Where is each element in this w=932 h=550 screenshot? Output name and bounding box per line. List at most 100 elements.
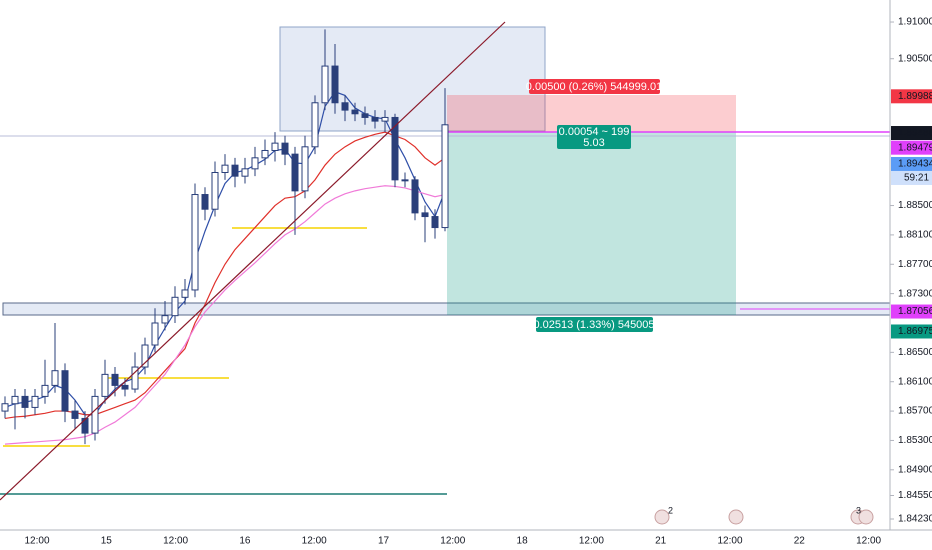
plot: [1, 29, 449, 445]
target-label: 0.00500 (0.26%) 544999.01: [526, 81, 662, 93]
candle-body: [171, 296, 179, 317]
candle-body: [131, 366, 139, 390]
candle-body: [1, 403, 9, 412]
candle-body: [381, 116, 389, 122]
candle-body: [271, 142, 279, 151]
candle-body: [161, 315, 169, 324]
candle-body: [151, 322, 159, 346]
stop-label-bg: [536, 317, 653, 332]
x-tick-label: 15: [101, 536, 113, 547]
y-tick-label: 1.86500: [898, 347, 932, 358]
y-tick-label: 1.90500: [898, 53, 932, 64]
candle-body: [281, 142, 289, 155]
candle-body: [301, 146, 309, 192]
y-tick-label: 1.88100: [898, 230, 932, 241]
candle-body: [241, 168, 249, 177]
candle-body: [321, 65, 329, 104]
x-tick-label: 12:00: [717, 536, 742, 547]
candle-body: [111, 373, 119, 386]
price-badge: [891, 304, 932, 319]
price-badge: [891, 324, 932, 339]
candle-body: [31, 395, 39, 408]
price-badge-label: 1.89479: [898, 142, 932, 153]
price-badge-label: 1.89988: [898, 91, 932, 102]
entry-label: 0.00054 ~ 199: [559, 126, 630, 138]
event-count: 3: [856, 505, 861, 515]
x-tick-label: 12:00: [24, 536, 49, 547]
candle-body: [81, 417, 89, 434]
x-tick-label: 18: [517, 536, 529, 547]
y-tick-label: 1.84550: [898, 490, 932, 501]
candle-body: [231, 164, 239, 177]
price-badge: [891, 156, 932, 171]
candle-body: [291, 153, 299, 192]
y-tick-label: 1.86100: [898, 376, 932, 387]
axis: 1.91000 1.90500 1.88500 1.88100 1.87700 1.873…: [24, 17, 932, 547]
y-tick-label: 1.84230: [898, 514, 932, 525]
candle-body: [331, 65, 339, 104]
candle-body: [411, 179, 419, 214]
countdown-badge: [891, 170, 932, 185]
candle-body: [421, 212, 429, 218]
event-icon[interactable]: [728, 509, 744, 525]
candle-body: [391, 116, 399, 181]
candle-body: [351, 109, 359, 115]
ratio-label: 5.03: [583, 137, 604, 149]
candle-body: [251, 157, 259, 170]
candle-body: [201, 194, 209, 210]
candle-body: [371, 116, 379, 122]
x-tick-label: 22: [794, 536, 806, 547]
candle-body: [441, 124, 449, 229]
target-label-bg: [529, 79, 660, 94]
candle-body: [121, 384, 129, 390]
y-tick-label: 1.91000: [898, 17, 932, 28]
price-badge-label: 1.89434: [898, 159, 932, 170]
y-tick-label: 1.87700: [898, 259, 932, 270]
candle-body: [361, 113, 369, 118]
countdown: 59:21: [904, 173, 929, 184]
event-icon[interactable]: 2: [654, 505, 673, 525]
price-badge-label: 1.86975: [898, 326, 932, 337]
candle-body: [91, 395, 99, 434]
x-tick-label: 12:00: [440, 536, 465, 547]
candle-body: [211, 172, 219, 210]
event-count: 2: [668, 505, 673, 515]
y-tick-label: 1.85300: [898, 435, 932, 446]
stop-label: 0.02513 (1.33%) 545005: [533, 319, 654, 331]
y-tick-label: 1.88500: [898, 200, 932, 211]
x-tick-label: 17: [378, 536, 390, 547]
moving-average: [4, 91, 446, 416]
x-tick-label: 12:00: [302, 536, 327, 547]
candle-body: [71, 410, 79, 419]
price-badge: [891, 140, 932, 155]
entry-label-bg: [557, 125, 631, 149]
x-tick-label: 12:00: [579, 536, 604, 547]
candle-body: [191, 194, 199, 291]
candle-body: [261, 149, 269, 159]
stop-zone: [447, 132, 736, 315]
x-tick-label: 21: [655, 536, 667, 547]
event-icon[interactable]: 3: [850, 505, 874, 525]
y-tick-label: 1.87300: [898, 288, 932, 299]
candle-body: [61, 370, 69, 412]
candle-body: [401, 179, 409, 182]
price-badge: [891, 89, 932, 104]
price-badge-label: 1.89488: [898, 128, 932, 139]
candle-body: [141, 344, 149, 368]
y-tick-label: 1.84900: [898, 464, 932, 475]
y-tick-label: 1.85700: [898, 406, 932, 417]
x-tick-label: 12:00: [856, 536, 881, 547]
candle-body: [341, 102, 349, 111]
candle-body: [21, 395, 29, 408]
price-badge: [891, 126, 932, 141]
candle-body: [431, 216, 439, 229]
candle-body: [221, 164, 229, 174]
moving-average: [4, 185, 446, 445]
candle-body: [51, 370, 59, 386]
candle-body: [311, 102, 319, 148]
candle-body: [11, 395, 19, 405]
x-tick-label: 12:00: [163, 536, 188, 547]
candle-body: [41, 384, 49, 397]
x-tick-label: 16: [239, 536, 251, 547]
